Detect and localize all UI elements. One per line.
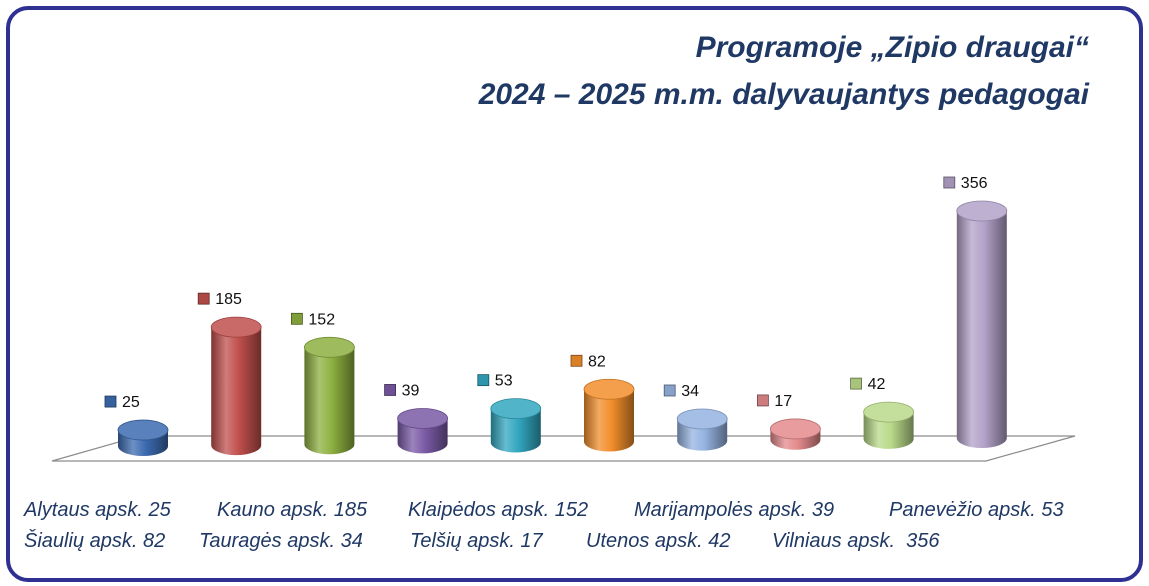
legend-item: Šiaulių apsk. 82	[24, 530, 166, 552]
bar-cylinder-top	[210, 316, 262, 338]
bar-5: 53	[477, 373, 542, 453]
bar-cylinder-top	[490, 398, 542, 420]
data-label: 34	[681, 383, 699, 400]
bar-cylinder-body	[584, 389, 634, 452]
legend-item: Kauno apsk. 185	[217, 499, 368, 521]
data-label-marker	[943, 176, 956, 189]
bar-8: 17	[757, 393, 821, 450]
bar-10: 356	[943, 175, 1008, 448]
data-label-marker	[384, 384, 397, 396]
chart-frame	[6, 6, 1143, 582]
bar-cylinder-body	[304, 347, 355, 455]
data-label-marker	[570, 354, 583, 367]
bar-cylinder-top	[956, 200, 1008, 222]
legend-item: Marijampolės apsk. 39	[634, 499, 835, 521]
bar-cylinder-top	[397, 408, 449, 429]
data-label: 39	[402, 382, 420, 399]
data-label: 152	[308, 311, 335, 328]
bar-6: 82	[570, 353, 635, 452]
legend-item: Tauragės apsk. 34	[199, 530, 363, 552]
bar-cylinder-top	[117, 419, 169, 441]
bar-cylinder-body	[211, 327, 262, 456]
data-label-marker	[850, 377, 862, 390]
legend-item: Vilniaus apsk. 356	[772, 530, 940, 552]
chart-floor	[51, 435, 1076, 462]
data-label-marker	[477, 374, 490, 387]
data-label: 356	[961, 175, 988, 192]
data-label: 25	[122, 394, 140, 411]
data-label: 82	[588, 353, 606, 370]
legend-item: Panevėžio apsk. 53	[889, 499, 1064, 521]
bar-cylinder-body	[956, 211, 1007, 448]
data-label-marker	[104, 395, 117, 408]
legend-item: Utenos apsk. 42	[586, 530, 731, 552]
bar-3: 152	[290, 311, 355, 455]
legend-item: Alytaus apsk. 25	[24, 499, 171, 521]
data-label-marker	[757, 394, 769, 407]
bar-cylinder-body	[863, 412, 914, 449]
bar-cylinder-top	[770, 418, 821, 440]
chart-title-line-2: 2024 – 2025 m.m. dalyvaujantys pedagogai	[478, 78, 1089, 111]
bar-1: 25	[104, 394, 169, 456]
data-label-marker	[663, 384, 676, 397]
data-label-marker	[197, 292, 210, 305]
legend-item: Klaipėdos apsk. 152	[408, 499, 589, 521]
chart-title-line-1: Programoje „Zipio draugai“	[695, 31, 1089, 64]
bar-9: 42	[850, 376, 914, 449]
bar-cylinder-top	[583, 378, 635, 400]
bar-series: 25 185 152 39 53 82 34 17 42 356	[104, 175, 1008, 456]
data-label: 42	[868, 376, 886, 393]
bar-7: 34	[663, 383, 728, 451]
bar-cylinder-top	[863, 401, 914, 423]
data-label-marker	[290, 312, 303, 325]
data-label: 185	[215, 291, 242, 308]
legend-item: Telšių apsk. 17	[410, 530, 543, 552]
bar-4: 39	[384, 382, 449, 454]
bar-cylinder-top	[676, 408, 728, 430]
data-label: 17	[774, 393, 792, 410]
data-label: 53	[495, 373, 513, 390]
bar-cylinder-top	[303, 336, 355, 358]
bar-2: 185	[197, 291, 262, 456]
bar-cylinder-body	[490, 408, 541, 453]
